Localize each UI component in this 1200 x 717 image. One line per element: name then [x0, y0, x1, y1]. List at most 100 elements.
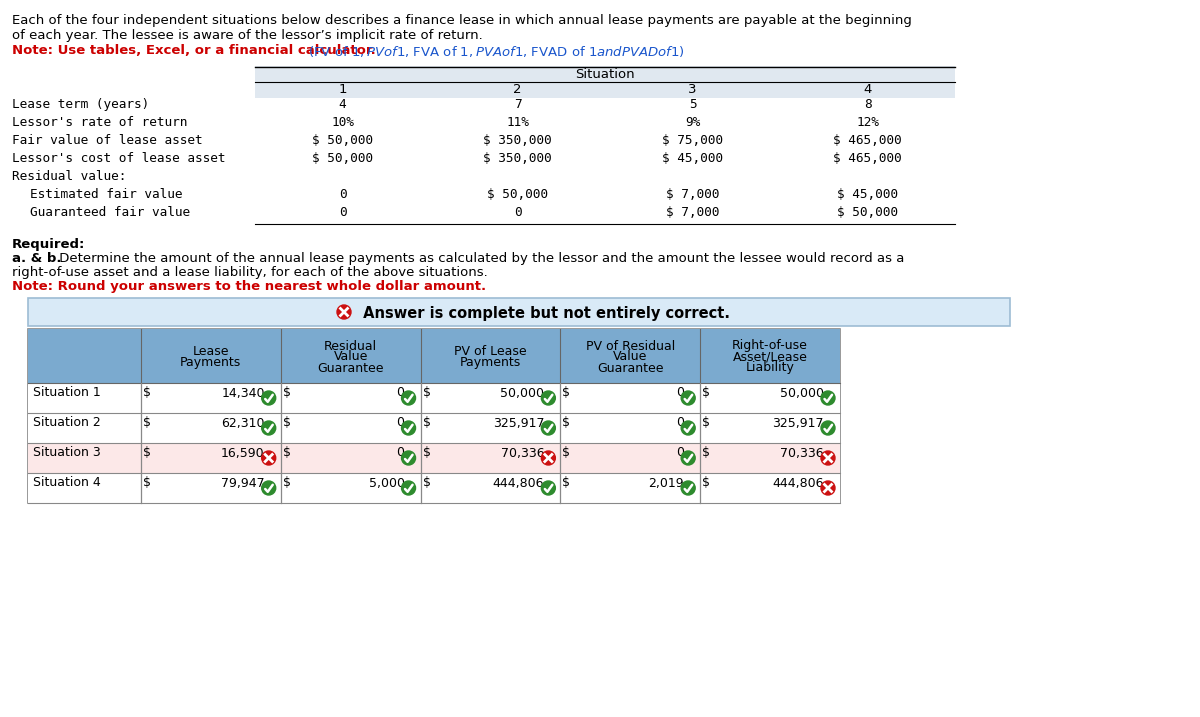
Text: 9%: 9%: [685, 116, 700, 129]
Text: 0: 0: [514, 206, 521, 219]
Text: $ 50,000: $ 50,000: [487, 188, 548, 201]
Text: Residual value:: Residual value:: [12, 170, 126, 183]
Circle shape: [821, 391, 835, 405]
Text: Lessor's cost of lease asset: Lessor's cost of lease asset: [12, 152, 226, 165]
Text: $: $: [702, 417, 710, 429]
Text: $: $: [702, 386, 710, 399]
Circle shape: [682, 421, 695, 435]
Text: 8: 8: [864, 98, 871, 111]
Text: $ 350,000: $ 350,000: [484, 152, 552, 165]
Text: Note: Round your answers to the nearest whole dollar amount.: Note: Round your answers to the nearest …: [12, 280, 486, 293]
Text: 1: 1: [338, 83, 347, 96]
Text: $: $: [422, 477, 431, 490]
Text: 0: 0: [676, 447, 684, 460]
Text: of each year. The lessee is aware of the lessor’s implicit rate of return.: of each year. The lessee is aware of the…: [12, 29, 482, 42]
Text: $ 350,000: $ 350,000: [484, 134, 552, 147]
Text: Answer is complete but not entirely correct.: Answer is complete but not entirely corr…: [358, 306, 730, 321]
Text: Situation 2: Situation 2: [34, 417, 101, 429]
Text: Lessor's rate of return: Lessor's rate of return: [12, 116, 187, 129]
Circle shape: [682, 391, 695, 405]
Text: $ 465,000: $ 465,000: [833, 134, 902, 147]
Text: $: $: [422, 386, 431, 399]
Text: Guaranteed fair value: Guaranteed fair value: [30, 206, 190, 219]
Text: Each of the four independent situations below describes a finance lease in which: Each of the four independent situations …: [12, 14, 912, 27]
Text: Determine the amount of the annual lease payments as calculated by the lessor an: Determine the amount of the annual lease…: [55, 252, 905, 265]
Text: $: $: [143, 447, 151, 460]
Text: $: $: [422, 417, 431, 429]
Text: Right-of-use: Right-of-use: [732, 340, 808, 353]
Text: (FV of $1, PV of $1, FVA of $1, PVA of $1, FVAD of $1 and PVAD of $1): (FV of $1, PV of $1, FVA of $1, PVA of $…: [308, 44, 685, 59]
Circle shape: [402, 391, 415, 405]
FancyBboxPatch shape: [256, 66, 955, 98]
Text: 12%: 12%: [856, 116, 878, 129]
Circle shape: [682, 451, 695, 465]
Text: $: $: [283, 477, 290, 490]
Text: PV of Residual: PV of Residual: [586, 340, 674, 353]
Text: Situation 3: Situation 3: [34, 447, 101, 460]
Text: Asset/Lease: Asset/Lease: [733, 351, 808, 364]
FancyBboxPatch shape: [28, 383, 840, 413]
Text: 0: 0: [676, 386, 684, 399]
Text: $ 75,000: $ 75,000: [662, 134, 722, 147]
Circle shape: [821, 421, 835, 435]
Text: Liability: Liability: [745, 361, 794, 374]
Circle shape: [262, 481, 276, 495]
FancyBboxPatch shape: [28, 329, 840, 503]
Text: 2,019: 2,019: [648, 477, 684, 490]
Circle shape: [541, 481, 556, 495]
Text: 50,000: 50,000: [500, 386, 545, 399]
Text: 16,590: 16,590: [221, 447, 265, 460]
Circle shape: [541, 421, 556, 435]
Text: 0: 0: [338, 188, 347, 201]
Text: 62,310: 62,310: [221, 417, 265, 429]
Text: Payments: Payments: [180, 356, 241, 369]
Text: $: $: [702, 477, 710, 490]
Text: 5: 5: [689, 98, 696, 111]
Text: Payments: Payments: [460, 356, 521, 369]
Text: 14,340: 14,340: [221, 386, 265, 399]
Text: right-of-use asset and a lease liability, for each of the above situations.: right-of-use asset and a lease liability…: [12, 266, 487, 279]
Text: Note: Use tables, Excel, or a financial calculator.: Note: Use tables, Excel, or a financial …: [12, 44, 380, 57]
Text: 0: 0: [396, 386, 404, 399]
Text: 50,000: 50,000: [780, 386, 824, 399]
Text: 0: 0: [676, 417, 684, 429]
Text: $ 7,000: $ 7,000: [666, 188, 719, 201]
Text: $: $: [563, 447, 570, 460]
FancyBboxPatch shape: [28, 473, 840, 503]
Text: 4: 4: [338, 98, 347, 111]
Text: 444,806: 444,806: [493, 477, 545, 490]
Text: 3: 3: [689, 83, 697, 96]
Text: Estimated fair value: Estimated fair value: [30, 188, 182, 201]
Text: $ 50,000: $ 50,000: [312, 134, 373, 147]
Text: 0: 0: [396, 417, 404, 429]
Text: 0: 0: [338, 206, 347, 219]
Text: Situation 4: Situation 4: [34, 477, 101, 490]
Circle shape: [821, 451, 835, 465]
Text: 7: 7: [514, 98, 521, 111]
Text: 79,947: 79,947: [221, 477, 265, 490]
Text: Guarantee: Guarantee: [598, 361, 664, 374]
Text: $: $: [563, 477, 570, 490]
Text: $: $: [283, 417, 290, 429]
Text: $ 50,000: $ 50,000: [312, 152, 373, 165]
Text: PV of Lease: PV of Lease: [454, 345, 527, 358]
Text: Fair value of lease asset: Fair value of lease asset: [12, 134, 203, 147]
Circle shape: [402, 451, 415, 465]
Text: 325,917: 325,917: [493, 417, 545, 429]
Circle shape: [682, 481, 695, 495]
Text: Value: Value: [334, 351, 368, 364]
Text: a. & b.: a. & b.: [12, 252, 61, 265]
FancyBboxPatch shape: [28, 298, 1010, 326]
FancyBboxPatch shape: [28, 413, 840, 443]
Circle shape: [541, 451, 556, 465]
Circle shape: [337, 305, 352, 319]
Circle shape: [262, 421, 276, 435]
Text: $: $: [702, 447, 710, 460]
Text: $ 45,000: $ 45,000: [838, 188, 898, 201]
Circle shape: [402, 421, 415, 435]
Circle shape: [402, 481, 415, 495]
Text: Situation 1: Situation 1: [34, 386, 101, 399]
Circle shape: [262, 391, 276, 405]
Circle shape: [541, 391, 556, 405]
Text: Guarantee: Guarantee: [317, 361, 384, 374]
